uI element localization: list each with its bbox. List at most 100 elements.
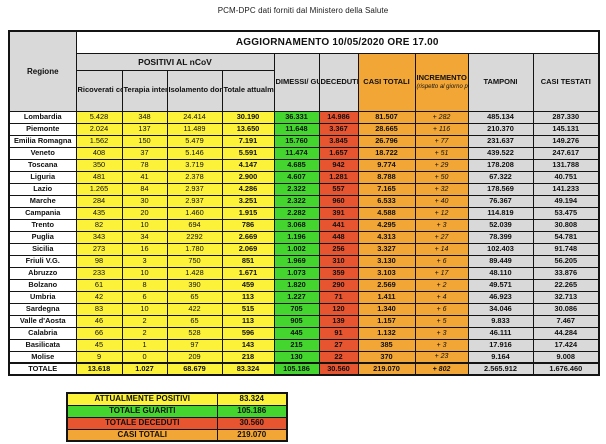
cell-casi-testati: 131.788: [532, 158, 600, 172]
cell-deceduti: 942: [318, 158, 359, 172]
cell-tamponi: 67.322: [467, 170, 534, 184]
cell-ricoverati: 408: [75, 146, 123, 160]
cell-dimessi-guariti: 1.969: [273, 254, 320, 268]
cell-isolamento-domiciliare: 2.937: [166, 182, 223, 196]
region-name: Sardegna: [8, 302, 77, 316]
column-header-casi-testati: CASI TESTATI: [532, 52, 600, 112]
region-row: Veneto 408 37 5.146 5.591 11.474 1.657 18.722 + …: [8, 146, 600, 160]
cell-ricoverati: 42: [75, 290, 123, 304]
cell-tamponi: 485.134: [467, 110, 534, 124]
cell-terapia-intensiva: 8: [121, 278, 168, 292]
column-header-terapia: Terapia intensiva: [121, 69, 168, 112]
cell-dimessi-guariti: 1.002: [273, 242, 320, 256]
cell-casi-totali: 3.103: [357, 266, 416, 280]
cell-totale-positivi: 786: [221, 218, 275, 232]
cell-isolamento-domiciliare: 2292: [166, 230, 223, 244]
cell-tamponi: 49.571: [467, 278, 534, 292]
cell-dimessi-guariti: 1.073: [273, 266, 320, 280]
cell-totale-positivi: 218: [221, 350, 275, 364]
cell-deceduti: 1.657: [318, 146, 359, 160]
cell-casi-testati: 17.424: [532, 338, 600, 352]
cell-isolamento-domiciliare: 97: [166, 338, 223, 352]
update-banner: AGGIORNAMENTO 10/05/2020 ORE 17.00: [75, 30, 600, 54]
cell-totale-positivi: 851: [221, 254, 275, 268]
cell-ricoverati: 284: [75, 194, 123, 208]
region-name: Umbria: [8, 290, 77, 304]
cell-totale-positivi: 83.324: [221, 362, 275, 376]
cell-deceduti: 359: [318, 266, 359, 280]
cell-dimessi-guariti: 2.322: [273, 182, 320, 196]
cell-terapia-intensiva: 10: [121, 218, 168, 232]
cell-casi-totali: 9.774: [357, 158, 416, 172]
cell-ricoverati: 233: [75, 266, 123, 280]
cell-ricoverati: 1.265: [75, 182, 123, 196]
cell-incremento: + 282: [414, 110, 469, 124]
cell-ricoverati: 45: [75, 338, 123, 352]
cell-casi-totali: 81.507: [357, 110, 416, 124]
cell-totale-positivi: 515: [221, 302, 275, 316]
cell-isolamento-domiciliare: 528: [166, 326, 223, 340]
totale-row: TOTALE 13.618 1.027 68.679 83.324 105.186 30.5…: [8, 362, 600, 376]
cell-casi-testati: 141.233: [532, 182, 600, 196]
region-name: Liguria: [8, 170, 77, 184]
cell-isolamento-domiciliare: 65: [166, 314, 223, 328]
region-row: Marche 284 30 2.937 3.251 2.322 960 6.533 + 40 76…: [8, 194, 600, 208]
cell-totale-positivi: 143: [221, 338, 275, 352]
region-name: Calabria: [8, 326, 77, 340]
cell-terapia-intensiva: 84: [121, 182, 168, 196]
region-row: Abruzzo 233 10 1.428 1.671 1.073 359 3.103 + 17 4…: [8, 266, 600, 280]
cell-isolamento-domiciliare: 1.460: [166, 206, 223, 220]
region-row: Toscana 350 78 3.719 4.147 4.685 942 9.774 + 29 1…: [8, 158, 600, 172]
cell-terapia-intensiva: 2: [121, 314, 168, 328]
cell-isolamento-domiciliare: 2.937: [166, 194, 223, 208]
region-name: Lazio: [8, 182, 77, 196]
cell-casi-totali: 7.165: [357, 182, 416, 196]
region-name: Abruzzo: [8, 266, 77, 280]
cell-terapia-intensiva: 1: [121, 338, 168, 352]
cell-ricoverati: 46: [75, 314, 123, 328]
cell-totale-positivi: 113: [221, 290, 275, 304]
cell-casi-totali: 3.130: [357, 254, 416, 268]
cell-deceduti: 310: [318, 254, 359, 268]
cell-casi-testati: 91.748: [532, 242, 600, 256]
cell-dimessi-guariti: 1.820: [273, 278, 320, 292]
cell-casi-totali: 8.788: [357, 170, 416, 184]
cell-tamponi: 231.637: [467, 134, 534, 148]
cell-deceduti: 256: [318, 242, 359, 256]
region-name: Toscana: [8, 158, 77, 172]
cell-casi-testati: 49.194: [532, 194, 600, 208]
cell-ricoverati: 481: [75, 170, 123, 184]
cell-casi-testati: 54.781: [532, 230, 600, 244]
cell-casi-testati: 7.467: [532, 314, 600, 328]
covid-regions-table: Regione AGGIORNAMENTO 10/05/2020 ORE 17.…: [8, 30, 601, 376]
cell-deceduti: 27: [318, 338, 359, 352]
cell-isolamento-domiciliare: 1.428: [166, 266, 223, 280]
cell-deceduti: 120: [318, 302, 359, 316]
cell-casi-testati: 32.713: [532, 290, 600, 304]
cell-incremento: + 116: [414, 122, 469, 136]
summary-table: ATTUALMENTE POSITIVI 83.324 TOTALE GUARITI…: [66, 392, 288, 442]
region-row: Bolzano 61 8 390 459 1.820 290 2.569 + 2 49.571 22…: [8, 278, 600, 292]
cell-incremento: + 51: [414, 146, 469, 160]
cell-casi-totali: 385: [357, 338, 416, 352]
cell-dimessi-guariti: 2.322: [273, 194, 320, 208]
column-header-dimessi: DIMESSI/ GUARITI: [273, 52, 320, 112]
region-name: Puglia: [8, 230, 77, 244]
region-row: Trento 82 10 694 786 3.068 441 4.295 + 3 52.039 30…: [8, 218, 600, 232]
cell-terapia-intensiva: 6: [121, 290, 168, 304]
region-name: Basilicata: [8, 338, 77, 352]
cell-dimessi-guariti: 105.186: [273, 362, 320, 376]
cell-terapia-intensiva: 2: [121, 326, 168, 340]
cell-terapia-intensiva: 41: [121, 170, 168, 184]
region-rows: Lombardia 5.428 348 24.414 30.190 36.331 14.98…: [8, 110, 600, 376]
cell-casi-testati: 56.205: [532, 254, 600, 268]
cell-totale-positivi: 113: [221, 314, 275, 328]
cell-isolamento-domiciliare: 390: [166, 278, 223, 292]
cell-tamponi: 178.569: [467, 182, 534, 196]
cell-terapia-intensiva: 10: [121, 266, 168, 280]
cell-casi-testati: 53.475: [532, 206, 600, 220]
cell-casi-testati: 40.751: [532, 170, 600, 184]
column-header-incremento: INCREMENTO CASI TOTALI (rispetto al gior…: [414, 52, 469, 112]
cell-totale-positivi: 2.669: [221, 230, 275, 244]
cell-tamponi: 17.916: [467, 338, 534, 352]
